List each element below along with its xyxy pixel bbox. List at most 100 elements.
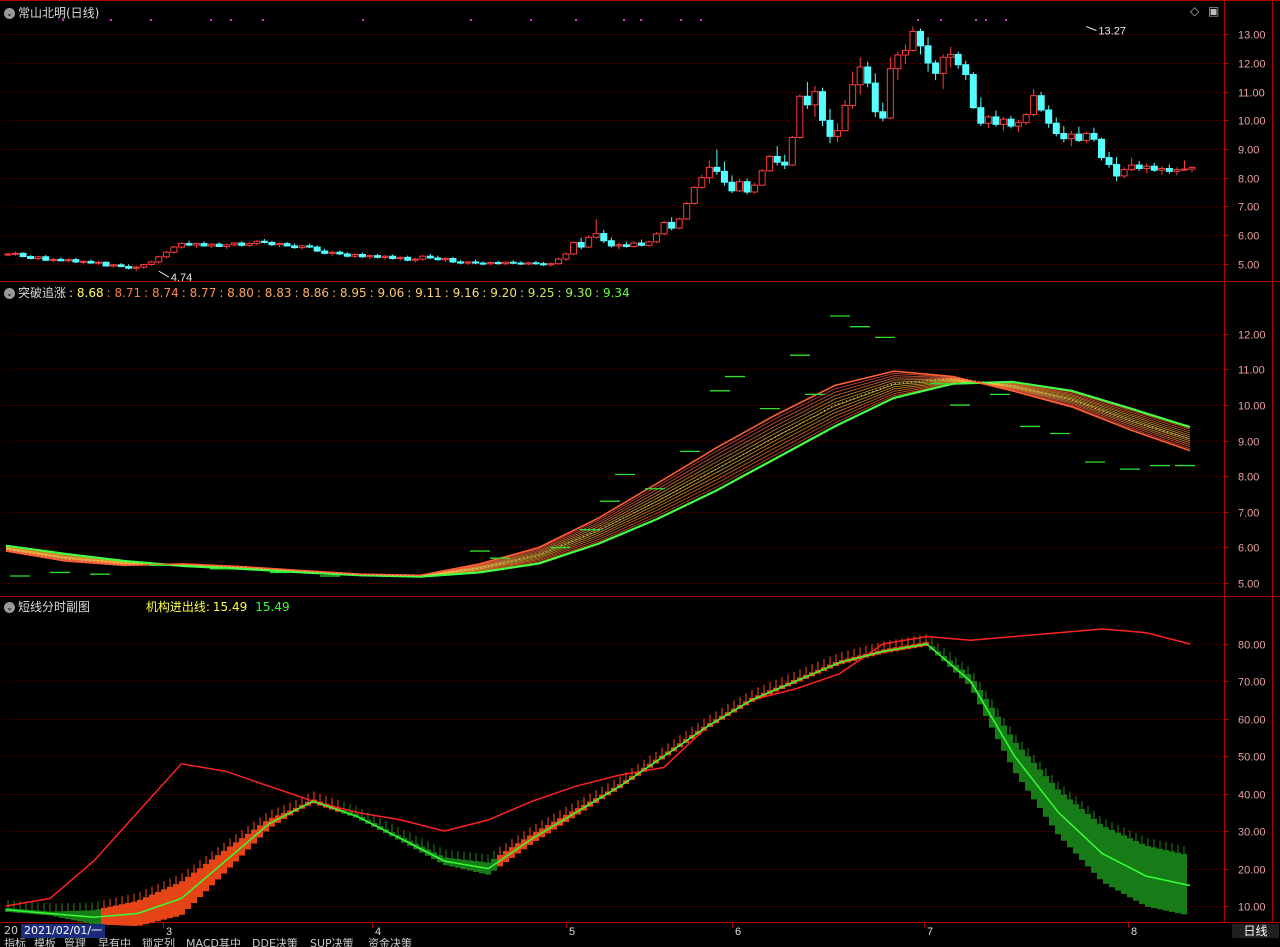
institution-line-value: 15.49	[212, 600, 248, 614]
signal-dot-11	[640, 19, 642, 21]
signal-dot-18	[1005, 19, 1007, 21]
candle-body-142	[1075, 133, 1083, 141]
candle-body-24	[185, 243, 193, 246]
candle-body-106	[803, 95, 811, 106]
extreme-marker-0	[158, 270, 170, 278]
candle-body-123	[932, 62, 940, 74]
y-tick-label-0-0: 5.00	[1238, 260, 1259, 272]
candle-body-62	[472, 261, 480, 264]
y-tick-label-0-3: 8.00	[1238, 174, 1259, 186]
y-tick-label-0-8: 13.00	[1238, 30, 1266, 42]
candle-body-104	[788, 137, 796, 166]
candle-body-81	[615, 244, 623, 247]
ribbon-line-11	[5, 372, 1191, 576]
candle-body-122	[924, 45, 932, 64]
tab-dde[interactable]: DDE决策	[252, 938, 298, 947]
tab-sup[interactable]: SUP决策	[310, 938, 354, 947]
candle-body-136	[1030, 95, 1038, 116]
candle-body-152	[1150, 165, 1158, 171]
extreme-label-0: 4.74	[171, 272, 192, 284]
candle-body-40	[306, 245, 314, 248]
candle-body-42	[321, 250, 329, 254]
candle-body-137	[1037, 95, 1045, 111]
candle-body-102	[773, 155, 781, 163]
candle-body-11	[87, 260, 95, 264]
candle-body-80	[607, 240, 615, 247]
candle-body-110	[834, 130, 842, 137]
candle-body-112	[849, 84, 857, 106]
tab-early[interactable]: 早有中	[98, 938, 131, 947]
candle-body-78	[592, 233, 600, 238]
candle-body-126	[954, 53, 962, 66]
tab-lock[interactable]: 锁定列	[142, 938, 175, 947]
breakout-title-text: 突破追涨	[18, 286, 67, 300]
legend-value-14: : 9.34	[595, 286, 630, 300]
breakout-indicator-title: ⌄ 突破追涨: 8.68: 8.71: 8.74: 8.77: 8.80: 8.8…	[4, 284, 630, 301]
y-tick-label-1-0: 5.00	[1238, 579, 1259, 591]
y-tick-label-0-1: 6.00	[1238, 231, 1259, 243]
candle-body-22	[170, 246, 178, 253]
candle-body-99	[751, 184, 759, 193]
y-tick-label-2-2: 30.00	[1238, 827, 1266, 839]
candle-body-149	[1128, 164, 1136, 171]
candle-body-151	[1143, 165, 1151, 169]
short-term-indicator-title: ⌄ 短线分时副图 机构进出线: 15.49 15.49	[4, 598, 290, 615]
candle-body-138	[1045, 109, 1053, 124]
candle-body-47	[358, 253, 366, 258]
candle-body-23	[177, 243, 185, 248]
y-tick-label-2-7: 80.00	[1238, 640, 1266, 652]
candle-body-109	[826, 119, 834, 137]
candle-body-1	[12, 252, 20, 255]
candle-body-71	[539, 263, 547, 266]
candle-body-44	[336, 251, 344, 255]
candle-body-94	[713, 166, 721, 172]
candle-body-139	[1052, 122, 1060, 135]
year-prefix: 20	[4, 924, 18, 937]
candle-body-38	[291, 245, 299, 249]
candle-body-93	[705, 166, 713, 179]
candle-body-73	[555, 258, 563, 265]
y-tick-label-1-7: 12.00	[1238, 330, 1266, 342]
tab-indicator[interactable]: 指标	[4, 938, 26, 947]
candle-body-154	[1165, 167, 1173, 172]
candle-body-18	[140, 264, 148, 268]
candle-body-36	[275, 243, 283, 246]
tab-fund[interactable]: 资金决策	[368, 938, 412, 947]
tab-macd[interactable]: MACD其中	[186, 938, 241, 947]
candle-body-148	[1120, 169, 1128, 177]
window-icon[interactable]: ▣	[1208, 4, 1220, 18]
collapse-icon[interactable]: ⌄	[4, 8, 15, 19]
candle-body-115	[871, 82, 879, 113]
legend-value-8: : 9.06	[369, 286, 405, 300]
legend-value-6: : 8.86	[294, 286, 330, 300]
signal-dot-17	[985, 19, 987, 21]
x-tick-label-5: 8	[1131, 926, 1137, 938]
signal-dot-14	[917, 19, 919, 21]
collapse-icon[interactable]: ⌄	[4, 602, 15, 613]
period-selector[interactable]: 日线	[1232, 924, 1279, 938]
candle-body-107	[811, 91, 819, 106]
signal-dot-15	[940, 19, 942, 21]
candle-body-82	[622, 244, 630, 247]
tab-manage[interactable]: 管理	[64, 938, 86, 947]
candle-body-37	[283, 243, 291, 247]
tab-template[interactable]: 模板	[34, 938, 56, 947]
candle-body-63	[479, 262, 487, 265]
candle-body-143	[1082, 133, 1090, 141]
collapse-icon[interactable]: ⌄	[4, 288, 15, 299]
legend-value-11: : 9.20	[482, 286, 517, 300]
ribbon-line-7	[5, 379, 1191, 577]
candle-body-117	[886, 68, 894, 119]
candle-body-124	[939, 56, 947, 74]
y-tick-label-0-7: 12.00	[1238, 59, 1266, 71]
candle-body-16	[125, 266, 133, 269]
candle-body-10	[79, 260, 87, 263]
candle-body-15	[117, 264, 125, 268]
candle-body-145	[1098, 138, 1106, 159]
candle-body-147	[1113, 163, 1121, 177]
extreme-marker-1	[1086, 26, 1097, 32]
candle-body-101	[766, 155, 774, 172]
candle-body-27	[208, 243, 216, 247]
diamond-icon[interactable]: ◇	[1190, 4, 1200, 18]
candle-body-146	[1105, 157, 1113, 165]
